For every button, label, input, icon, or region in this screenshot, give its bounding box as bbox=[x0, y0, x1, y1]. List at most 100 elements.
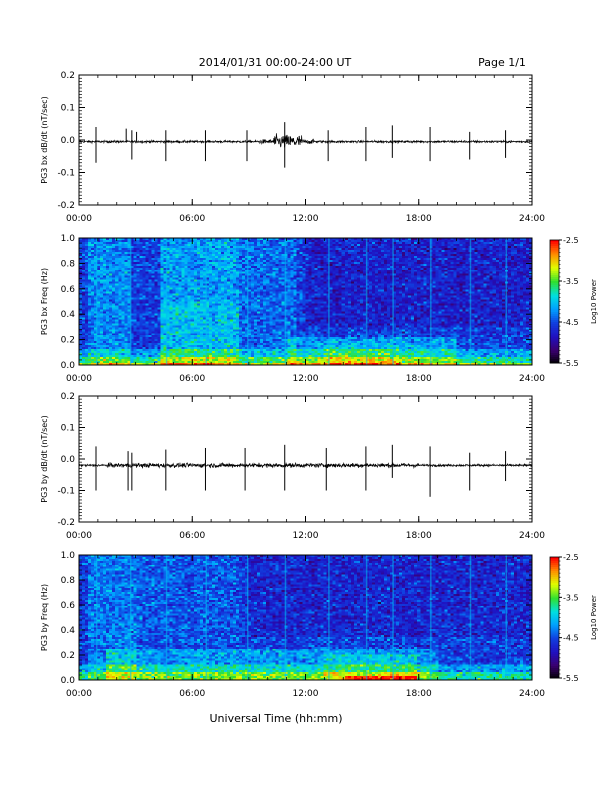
spectrogram-cell bbox=[130, 349, 134, 352]
spectrogram-cell bbox=[260, 295, 264, 298]
spectrogram-cell bbox=[245, 289, 249, 292]
spectrogram-cell bbox=[82, 275, 86, 279]
spectrogram-cell bbox=[239, 279, 243, 283]
spectrogram-cell bbox=[217, 277, 222, 281]
spectrogram-cell bbox=[275, 327, 279, 330]
spectrogram-cell bbox=[169, 251, 174, 255]
page-number: Page 1/1 bbox=[478, 56, 526, 69]
spectrogram-cell bbox=[226, 343, 231, 346]
spectrogram-cell bbox=[248, 297, 252, 300]
spectrogram-cell bbox=[226, 259, 231, 263]
spectrogram-cell bbox=[169, 337, 174, 340]
spectrogram-cell bbox=[236, 293, 240, 296]
spectrogram-cell bbox=[97, 253, 101, 257]
spectrogram-cell bbox=[248, 303, 252, 306]
spectrogram-cell bbox=[154, 269, 158, 273]
spectrogram-cell bbox=[97, 257, 101, 261]
spectrogram-cell bbox=[193, 259, 198, 263]
spectrogram-cell bbox=[193, 281, 198, 285]
spectrogram-cell bbox=[257, 253, 261, 257]
spectrogram-cell bbox=[187, 345, 192, 348]
spectrogram-cell bbox=[181, 305, 186, 308]
spectrogram-cell bbox=[236, 335, 240, 338]
spectrogram-cell bbox=[281, 283, 285, 287]
spectrogram-cell bbox=[254, 253, 258, 257]
spectrogram-cell bbox=[106, 355, 110, 358]
spectrogram-cell bbox=[245, 323, 249, 326]
spectrogram-cell bbox=[148, 311, 152, 314]
spectrogram-cell bbox=[278, 315, 282, 318]
spectrogram-cell bbox=[236, 291, 240, 294]
spectrogram-cell bbox=[269, 257, 273, 261]
spectrogram-cell bbox=[233, 331, 237, 334]
spectrogram-cell bbox=[208, 257, 213, 261]
spectrogram-cell bbox=[190, 309, 195, 312]
spectrogram-cell bbox=[190, 255, 195, 259]
spectrogram-cell bbox=[160, 283, 164, 287]
spectrogram-cell bbox=[130, 317, 134, 320]
spectrogram-cell bbox=[175, 345, 180, 348]
spectrogram-cell bbox=[251, 325, 255, 328]
spectrogram-cell bbox=[184, 323, 189, 326]
spectrogram-cell bbox=[91, 355, 95, 358]
spectrogram-cell bbox=[112, 239, 116, 243]
spectrogram-cell bbox=[94, 335, 98, 338]
spectrogram-cell bbox=[130, 315, 134, 318]
spectrogram-cell bbox=[263, 331, 267, 334]
spectrogram-cell bbox=[82, 349, 86, 352]
spectrogram-cell bbox=[178, 309, 183, 312]
spectrogram-cell bbox=[115, 247, 119, 251]
spectrogram-cell bbox=[178, 355, 183, 358]
spectrogram-cell bbox=[196, 269, 201, 273]
spectrogram-cell bbox=[94, 297, 98, 300]
spectrogram-cell bbox=[208, 291, 213, 294]
spectrogram-cell bbox=[169, 331, 174, 334]
spectrogram-cell bbox=[172, 305, 177, 308]
spectrogram-cell bbox=[211, 315, 216, 318]
spectrogram-cell bbox=[226, 261, 231, 265]
spectrogram-cell bbox=[100, 297, 104, 300]
spectrogram-cell bbox=[217, 265, 222, 269]
spectrogram-cell bbox=[181, 303, 186, 306]
spectrogram-cell bbox=[281, 345, 285, 348]
spectrogram-cell bbox=[251, 265, 255, 269]
spectrogram-cell bbox=[178, 251, 183, 255]
spectrogram-cell bbox=[214, 311, 219, 314]
spectrogram-cell bbox=[88, 263, 92, 267]
spectrogram-cell bbox=[88, 339, 92, 342]
spectrogram-cell bbox=[242, 343, 246, 346]
spectrogram-cell bbox=[85, 257, 89, 261]
spectrogram-cell bbox=[233, 339, 237, 342]
spectrogram-cell bbox=[199, 333, 204, 336]
spectrogram-cell bbox=[193, 269, 198, 273]
spectrogram-cell bbox=[181, 277, 186, 281]
spectrogram-cell bbox=[278, 313, 282, 316]
spectrogram-cell bbox=[211, 287, 216, 290]
spectrogram-cell bbox=[230, 321, 234, 324]
spectrogram-cell bbox=[121, 345, 125, 348]
spectrogram-cell bbox=[97, 293, 101, 296]
spectrogram-cell bbox=[236, 345, 240, 348]
spectrogram-cell bbox=[272, 289, 276, 292]
spectrogram-cell bbox=[251, 257, 255, 261]
spectrogram-cell bbox=[145, 343, 149, 346]
spectrogram-cell bbox=[142, 303, 146, 306]
spectrogram-cell bbox=[157, 319, 161, 322]
spectrogram-cell bbox=[154, 243, 158, 247]
spectrogram-cell bbox=[91, 289, 95, 292]
spectrogram-cell bbox=[230, 285, 234, 289]
spectrogram-cell bbox=[163, 359, 167, 362]
spectrogram-cell bbox=[145, 301, 149, 304]
spectrogram-cell bbox=[272, 263, 276, 267]
spectrogram-cell bbox=[175, 321, 180, 324]
spectrogram-cell bbox=[223, 241, 228, 245]
spectrogram-cell bbox=[260, 249, 264, 253]
spectrogram-cell bbox=[196, 319, 201, 322]
spectrogram-cell bbox=[166, 259, 170, 263]
spectrogram-cell bbox=[248, 357, 252, 360]
spectrogram-cell bbox=[281, 329, 285, 332]
spectrogram-cell bbox=[139, 243, 143, 247]
spectrogram-cell bbox=[239, 251, 243, 255]
spectrogram-cell bbox=[226, 297, 231, 300]
spectrogram-cell bbox=[133, 311, 137, 314]
